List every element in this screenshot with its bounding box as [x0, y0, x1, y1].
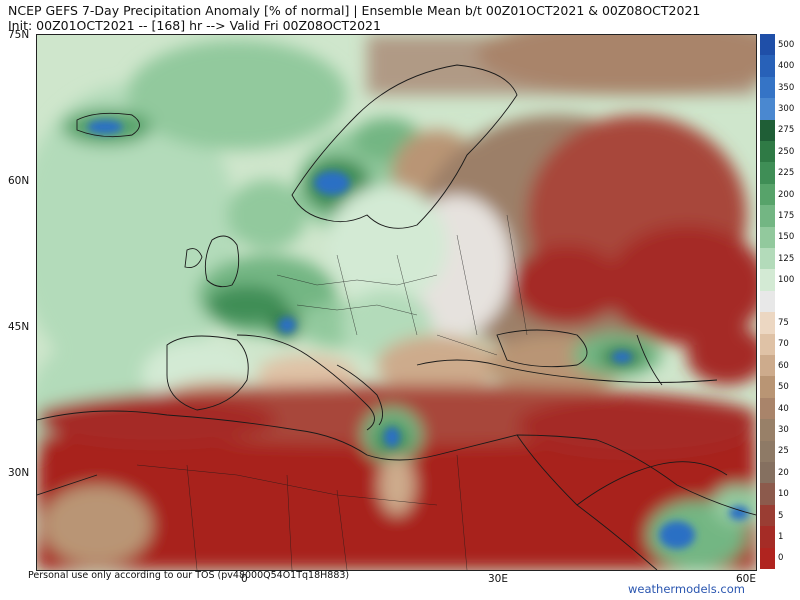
lon-label-0: 0 [241, 573, 248, 585]
legend-swatch [760, 55, 775, 78]
legend-swatch [760, 462, 775, 484]
legend-label: 400 [778, 61, 795, 72]
legend-swatch [760, 483, 775, 506]
legend-swatch [760, 162, 775, 185]
personal-use-notice: Personal use only according to our TOS (… [28, 570, 350, 581]
precipitation-anomaly-map [36, 34, 757, 571]
legend-label: 500 [778, 39, 795, 50]
legend-swatch [760, 290, 775, 313]
legend-label: 30 [778, 424, 789, 435]
legend-swatch [760, 76, 775, 99]
legend-label: 300 [778, 103, 795, 114]
lon-label-60e: 60E [736, 573, 756, 585]
legend-label: 150 [778, 232, 795, 243]
legend-label: 20 [778, 467, 789, 478]
legend-swatch [760, 312, 775, 335]
legend-swatch [760, 205, 775, 228]
legend-swatch [760, 419, 775, 442]
legend-label: 50 [778, 382, 789, 393]
legend-swatch [760, 526, 775, 549]
legend-label: 100 [778, 275, 795, 286]
watermark-link[interactable]: weathermodels.com [628, 582, 745, 596]
legend-swatch [760, 440, 775, 463]
legend-swatch [760, 34, 775, 56]
title-line-1: NCEP GEFS 7-Day Precipitation Anomaly [%… [8, 3, 701, 18]
legend-swatch [760, 547, 775, 570]
legend-label: 75 [778, 317, 789, 328]
legend-label: 125 [778, 253, 795, 264]
coastlines [37, 64, 756, 570]
lat-label-45n: 45N [8, 321, 30, 333]
legend-swatch [760, 397, 775, 420]
legend-swatch [760, 248, 775, 270]
country-borders [136, 214, 528, 570]
legend-swatch [760, 504, 775, 527]
legend-label: 275 [778, 125, 795, 136]
legend-label: 175 [778, 210, 795, 221]
wet-cores [87, 120, 749, 549]
legend-label: 10 [778, 489, 789, 500]
legend-swatch [760, 226, 775, 249]
legend-label: 60 [778, 360, 789, 371]
legend-label: 25 [778, 446, 789, 457]
anomaly-field [37, 35, 756, 570]
legend-label: 70 [778, 339, 789, 350]
map-title: NCEP GEFS 7-Day Precipitation Anomaly [%… [8, 3, 700, 33]
legend-swatch [760, 355, 775, 377]
title-line-2: Init: 00Z01OCT2021 -- [168] hr --> Valid… [8, 18, 381, 33]
legend-label: 0 [778, 553, 784, 564]
legend-label: 5 [778, 510, 784, 521]
legend-label: 350 [778, 82, 795, 93]
legend-label: 225 [778, 168, 795, 179]
legend-swatch [760, 376, 775, 399]
lat-label-30n: 30N [8, 467, 30, 479]
legend-label: 1 [778, 531, 784, 542]
legend-swatch [760, 183, 775, 206]
legend-colorbar: 500 400 350 300 275 250 225 200 175 150 125 100 75 70… [756, 34, 796, 570]
legend-label: 200 [778, 189, 795, 200]
lat-label-60n: 60N [8, 175, 30, 187]
legend-label: 40 [778, 403, 789, 414]
legend-swatch [760, 269, 775, 292]
map-canvas [37, 35, 756, 570]
lon-label-30e: 30E [488, 573, 508, 585]
legend-swatch [760, 333, 775, 356]
lat-label-75n: 75N [8, 29, 30, 41]
legend-label: 250 [778, 146, 795, 157]
legend-swatch [760, 98, 775, 121]
legend-swatch [760, 141, 775, 163]
legend-swatch [760, 119, 775, 142]
